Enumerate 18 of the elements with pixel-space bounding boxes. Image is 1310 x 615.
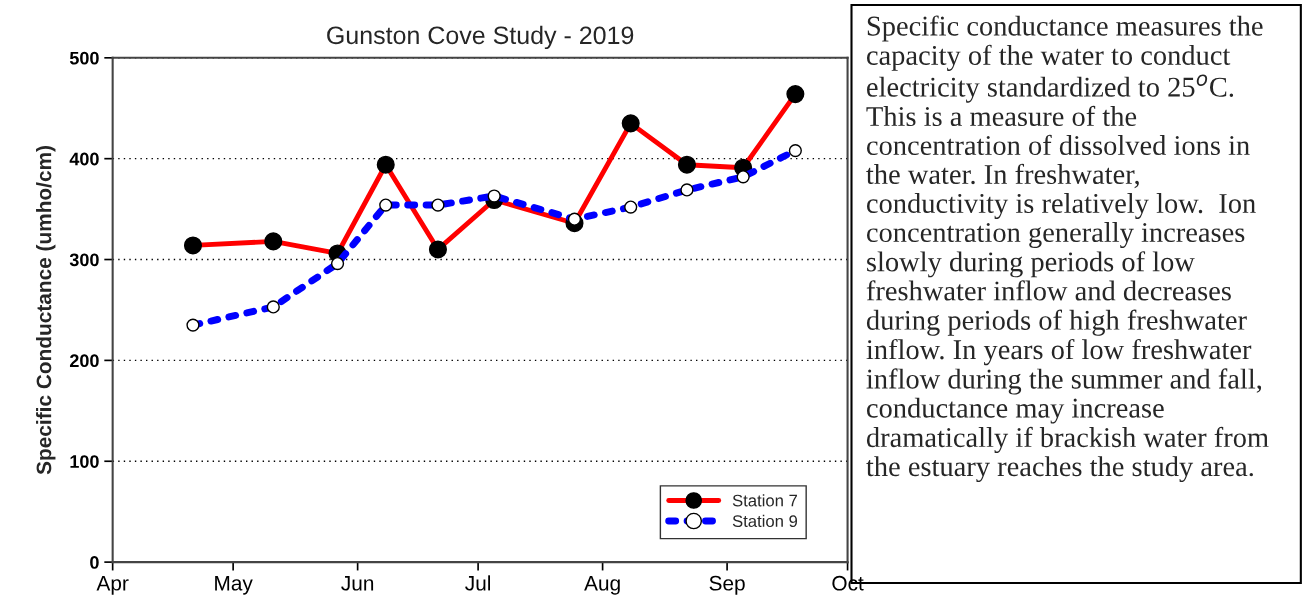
text: Specific conductance measures the capacity of the water to conduct electricity standardized to 25$^{o}$C. This is a measure of the concentration of dissolved ions in the water. In freshwater, conductivity is relatively low. Ion concentration generally increases slowly during periods of low freshwater inflow and decreases during periods of high freshwater inflow. In years of low freshwater inflow during the summer and fall, conductance may increase dramatically if brackish water from the estuary reaches the study area.: [866, 15, 1269, 483]
y-tick-label: 100: [70, 455, 99, 468]
x-tick-label: Oct: [832, 575, 864, 591]
x-tick-label: Jul: [465, 575, 491, 591]
legend-label: Station 7: [732, 494, 797, 507]
y-tick-label: 0: [90, 556, 99, 569]
x-tick-label: May: [215, 576, 253, 595]
x-tick-label: Apr: [96, 576, 129, 595]
y-tick-label: 400: [69, 152, 99, 166]
y-tick-label: 300: [69, 253, 99, 267]
x-tick-label: Sep: [709, 575, 745, 595]
y-axis-title: Specific Conductance (umho/cm): [36, 146, 56, 475]
x-tick-label: Aug: [584, 576, 620, 595]
x-tick-label: Jun: [341, 576, 374, 591]
legend-label: Station 9: [732, 514, 798, 528]
chart-title: Gunston Cove Study - 2019: [327, 25, 634, 50]
y-tick-label: 200: [69, 354, 99, 368]
y-tick-label: 500: [69, 51, 99, 65]
